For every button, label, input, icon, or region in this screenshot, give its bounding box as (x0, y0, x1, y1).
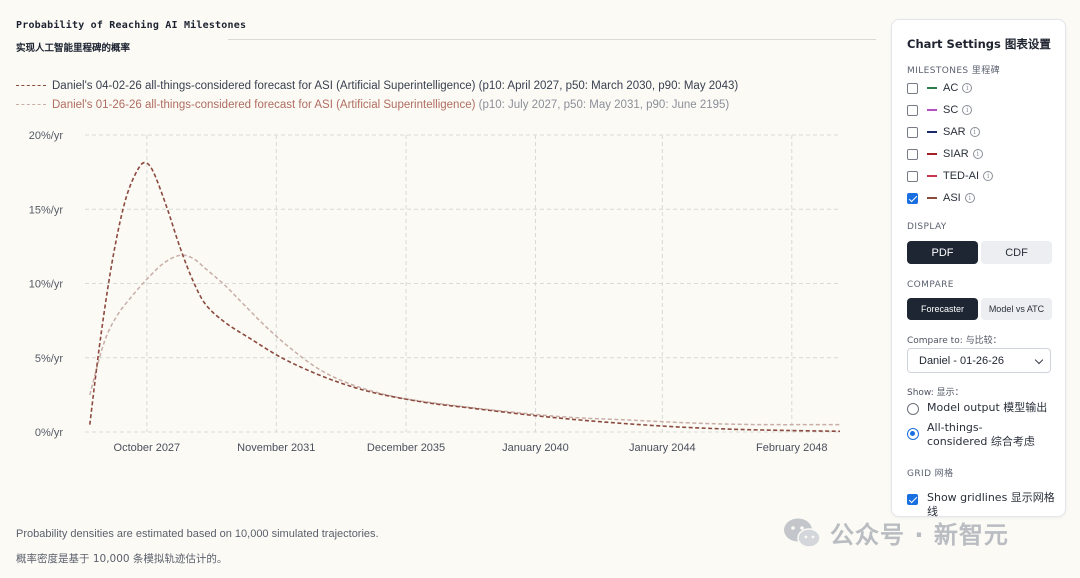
y-axis-ticks: 0%/yr 5%/yr 10%/yr 15%/yr 20%/yr (29, 130, 64, 439)
compare-to-label: Compare to: 与比较： (907, 336, 1002, 346)
x-tick-label: December 2035 (367, 442, 445, 454)
milestone-checkbox-sar[interactable] (907, 126, 918, 138)
milestone-label: SC (943, 104, 959, 116)
milestone-checkbox-siar[interactable] (907, 148, 918, 160)
show-all-things-considered-option[interactable]: All-things-considered 综合考虑 (907, 421, 1042, 449)
y-tick-label: 10%/yr (29, 279, 64, 291)
legend-swatch-current (16, 85, 46, 86)
milestone-label: SIAR (943, 148, 969, 160)
info-icon[interactable]: i (969, 127, 980, 137)
info-icon[interactable]: i (983, 171, 994, 181)
grid-section-label: GRID 网格 (907, 469, 954, 479)
milestone-row-ac[interactable]: AC i (907, 80, 973, 96)
chart-legend: Daniel's 04-02-26 all-things-considered … (16, 76, 738, 114)
footnote-chinese: 概率密度是基于 10,000 条模拟轨迹估计的。 (16, 553, 228, 565)
compare-section-label: COMPARE (907, 280, 954, 290)
compare-toggle: Forecaster Model vs ATC (907, 298, 1052, 320)
chart-settings-panel: Chart Settings 图表设置 MILESTONES 里程碑 AC i SC… (891, 19, 1066, 519)
milestone-row-ted-ai[interactable]: TED-AI i (907, 168, 994, 184)
milestone-color-swatch (927, 175, 937, 177)
x-axis-ticks: October 2027 November 2031 December 2035 Ja… (114, 442, 828, 454)
x-tick-label: January 2044 (629, 442, 696, 454)
y-tick-label: 15%/yr (29, 204, 64, 216)
x-tick-label: October 2027 (114, 442, 181, 454)
milestone-checkbox-ac[interactable] (907, 82, 918, 94)
compare-model-vs-atc-button[interactable]: Model vs ATC (981, 298, 1052, 320)
legend-label-current: Daniel's 04-02-26 all-things-considered … (52, 79, 739, 92)
x-tick-label: November 2031 (237, 442, 315, 454)
legend-item-current: Daniel's 04-02-26 all-things-considered … (16, 76, 738, 95)
panel-title: Chart Settings 图表设置 (907, 37, 1051, 51)
y-tick-label: 20%/yr (29, 130, 64, 142)
milestone-row-sc[interactable]: SC i (907, 102, 973, 118)
show-label: Show: 显示： (907, 388, 964, 398)
show-gridlines-label: Show gridlines 显示网格线 (927, 491, 1055, 518)
chart-series (89, 161, 841, 433)
show-gridlines-checkbox[interactable] (907, 494, 918, 505)
milestone-row-asi[interactable]: ASI i (907, 190, 975, 206)
wechat-logo-icon (784, 518, 821, 548)
info-icon[interactable]: i (962, 105, 973, 115)
show-model-output-option[interactable]: Model output 模型输出 (907, 401, 1057, 415)
milestone-color-swatch (927, 109, 937, 111)
compare-forecaster-button[interactable]: Forecaster (907, 298, 978, 320)
all-things-considered-label: All-things-considered 综合考虑 (927, 421, 1035, 448)
milestone-color-swatch (927, 87, 937, 89)
milestone-color-swatch (927, 153, 937, 155)
display-pdf-button[interactable]: PDF (907, 241, 978, 264)
series-line-current-forecast (89, 161, 841, 433)
legend-label-previous: Daniel's 01-26-26 all-things-considered … (52, 98, 730, 111)
probability-line-chart: 0%/yr 5%/yr 10%/yr 15%/yr 20%/yr October 202… (29, 130, 841, 454)
milestone-row-siar[interactable]: SIAR i (907, 146, 983, 162)
milestone-checkbox-asi[interactable] (907, 192, 918, 204)
model-output-label: Model output 模型输出 (927, 401, 1048, 414)
x-tick-label: January 2040 (502, 442, 569, 454)
footnote-english: Probability densities are estimated base… (16, 528, 379, 540)
compare-to-value: Daniel - 01-26-26 (919, 354, 1004, 367)
milestone-label: SAR (943, 126, 966, 138)
watermark: 公众号 · 新智元 (782, 515, 1009, 550)
milestone-checkbox-ted-ai[interactable] (907, 170, 918, 182)
x-tick-label: February 2048 (756, 442, 828, 454)
chart-subtitle: 实现人工智能里程碑的概率 (16, 43, 131, 54)
milestone-label: AC (943, 82, 959, 94)
chart-title: Probability of Reaching AI Milestones (16, 20, 247, 31)
milestone-checkbox-sc[interactable] (907, 104, 918, 116)
show-gridlines-option[interactable]: Show gridlines 显示网格线 (907, 491, 1055, 519)
milestone-row-sar[interactable]: SAR i (907, 124, 980, 140)
chevron-down-icon (1034, 355, 1044, 365)
compare-to-select[interactable]: Daniel - 01-26-26 (907, 348, 1051, 373)
model-output-radio[interactable] (907, 403, 919, 415)
y-tick-label: 0%/yr (35, 427, 63, 439)
info-icon[interactable]: i (972, 149, 983, 159)
info-icon[interactable]: i (962, 83, 973, 93)
milestones-section-label: MILESTONES 里程碑 (907, 66, 1001, 76)
milestone-label: ASI (943, 192, 961, 204)
milestone-color-swatch (927, 197, 937, 199)
series-line-previous-forecast (89, 254, 841, 426)
milestone-color-swatch (927, 131, 937, 133)
legend-item-previous: Daniel's 01-26-26 all-things-considered … (16, 95, 738, 114)
display-cdf-button[interactable]: CDF (981, 241, 1052, 264)
info-icon[interactable]: i (964, 193, 975, 203)
legend-swatch-previous (16, 104, 46, 105)
milestone-label: TED-AI (943, 170, 980, 182)
display-toggle: PDF CDF (907, 241, 1052, 264)
title-divider (228, 39, 876, 40)
all-things-considered-radio[interactable] (907, 428, 919, 440)
display-section-label: DISPLAY (907, 222, 947, 232)
chart-grid (85, 134, 840, 433)
watermark-text: 公众号 · 新智元 (830, 521, 1009, 549)
y-tick-label: 5%/yr (35, 353, 63, 365)
